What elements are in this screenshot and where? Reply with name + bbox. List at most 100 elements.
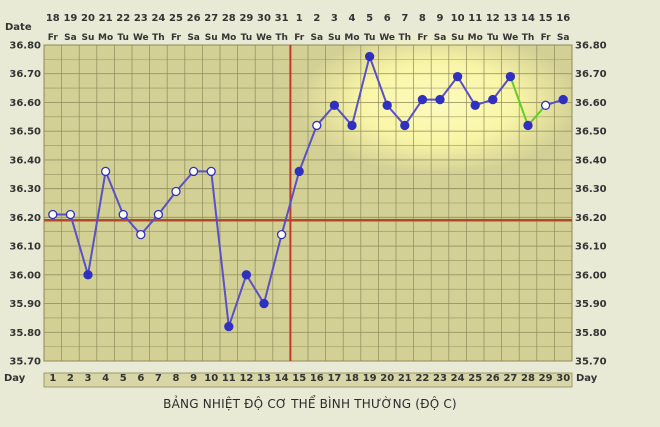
day-label: 10 (204, 373, 218, 384)
y-tick-right: 35.70 (575, 357, 607, 368)
date-label: 16 (556, 13, 570, 24)
temperature-point (347, 120, 357, 131)
temperature-point (118, 209, 128, 220)
weekday-label: We (133, 33, 149, 43)
temperature-segment (509, 75, 529, 127)
date-label: 21 (99, 13, 113, 24)
weekday-label: Th (275, 33, 288, 43)
weekday-label: Mo (98, 33, 113, 43)
weekday-label: Mo (344, 33, 359, 43)
day-label: 8 (173, 373, 180, 384)
day-label: 13 (257, 373, 271, 384)
date-label: 18 (46, 13, 60, 24)
weekday-label: Tu (117, 33, 129, 43)
temperature-point (153, 209, 164, 220)
temperature-segment (298, 124, 318, 173)
day-row-label-left: Day (4, 373, 26, 384)
y-tick-right: 36.30 (575, 184, 607, 195)
date-label: 28 (222, 13, 236, 24)
temperature-segment (280, 170, 301, 236)
temperature-point (259, 298, 269, 309)
temperature-point (188, 166, 199, 177)
day-label: 14 (275, 373, 289, 384)
y-tick-left: 36.70 (9, 69, 41, 80)
temperature-segment (439, 75, 459, 101)
y-tick-right: 36.80 (575, 41, 607, 52)
temperature-point (523, 120, 533, 131)
day-label: 15 (292, 373, 306, 384)
weekday-label: Fr (294, 33, 305, 43)
date-label: 10 (451, 13, 465, 24)
temperature-segment (368, 55, 389, 107)
weekday-label: Fr (541, 33, 552, 43)
day-row-band (43, 372, 573, 388)
temperature-segment (104, 170, 125, 216)
day-label: 12 (239, 373, 253, 384)
weekday-label: Fr (171, 33, 182, 43)
date-label: 24 (151, 13, 165, 24)
weekday-label: Th (399, 33, 412, 43)
weekday-label: Sa (557, 33, 570, 43)
weekday-label: Su (82, 33, 95, 43)
date-label: 11 (468, 13, 482, 24)
date-label: 1 (296, 13, 303, 24)
temperature-point (206, 166, 216, 177)
day-label: 23 (433, 373, 447, 384)
day-label: 20 (380, 373, 394, 384)
weekday-label: We (503, 33, 519, 43)
temperature-point (470, 100, 480, 110)
date-row-label: Date (5, 22, 32, 33)
date-label: 8 (419, 13, 426, 24)
day-label: 3 (85, 373, 92, 384)
temperature-point (435, 94, 445, 105)
temperature-point (48, 209, 58, 220)
day-label: 7 (155, 373, 162, 384)
date-label: 22 (116, 13, 130, 24)
day-row-label-right: Day (576, 373, 598, 384)
weekday-label: Sa (434, 33, 447, 43)
date-label: 30 (257, 13, 271, 24)
weekday-label: Su (451, 33, 464, 43)
day-label: 5 (120, 373, 127, 384)
date-label: 26 (187, 13, 201, 24)
weekday-label: We (379, 33, 395, 43)
y-tick-left: 35.90 (9, 299, 41, 310)
temperature-point (312, 120, 322, 131)
temperature-point (136, 229, 146, 240)
weekday-label: Tu (364, 33, 376, 43)
y-tick-right: 36.70 (575, 69, 607, 80)
temperature-point (100, 166, 111, 177)
temperature-point (224, 321, 234, 332)
temperature-segment (69, 213, 89, 276)
date-label: 13 (503, 13, 517, 24)
date-label: 27 (204, 13, 218, 24)
y-tick-left: 36.10 (9, 242, 41, 253)
day-label: 26 (486, 373, 500, 384)
day-label: 21 (398, 373, 412, 384)
y-tick-left: 36.30 (9, 184, 41, 195)
date-label: 6 (384, 13, 391, 24)
y-tick-right: 36.20 (575, 213, 607, 224)
weekday-label: Fr (48, 33, 59, 43)
temperature-segment (245, 273, 265, 305)
day-label: 19 (363, 373, 377, 384)
day-label: 29 (539, 373, 553, 384)
temperature-point (400, 120, 410, 131)
day-label: 4 (102, 373, 109, 384)
temperature-segment (456, 75, 477, 107)
weekday-label: Mo (221, 33, 236, 43)
date-label: 5 (366, 13, 373, 24)
temperature-segment (87, 170, 107, 276)
day-label: 9 (190, 373, 197, 384)
y-tick-left: 36.80 (9, 41, 41, 52)
y-tick-left: 35.80 (9, 328, 41, 339)
weekday-label: Sa (64, 33, 77, 43)
temperature-point (505, 71, 516, 82)
day-label: 16 (310, 373, 324, 384)
day-label: 27 (503, 373, 517, 384)
weekday-label: Tu (241, 33, 253, 43)
y-tick-right: 36.50 (575, 127, 607, 138)
weekday-label: We (256, 33, 272, 43)
weekday-label: Th (522, 33, 535, 43)
